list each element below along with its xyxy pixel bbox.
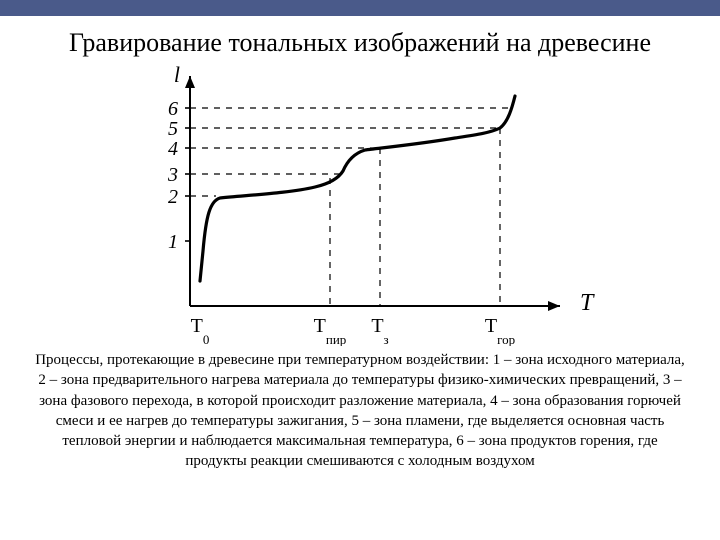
svg-text:6: 6 [168, 98, 178, 120]
svg-text:T0: T0 [191, 315, 210, 346]
caption-text: Процессы, протекающие в древесине при те… [30, 350, 690, 472]
chart-svg: l T 654 32 1 T0 Tпир Tз Tгор [120, 66, 600, 346]
svg-text:3: 3 [167, 164, 178, 186]
svg-text:l: l [174, 66, 180, 87]
svg-text:1: 1 [168, 231, 178, 253]
svg-text:4: 4 [168, 138, 178, 160]
chart-wrap: l T 654 32 1 T0 Tпир Tз Tгор [0, 66, 720, 346]
svg-text:2: 2 [168, 186, 178, 208]
slide-title: Гравирование тональных изображений на др… [20, 28, 700, 58]
svg-text:Tгор: Tгор [485, 315, 515, 346]
svg-text:Tпир: Tпир [314, 315, 347, 346]
svg-text:Tз: Tз [371, 315, 388, 346]
svg-text:5: 5 [168, 118, 178, 140]
svg-text:T: T [580, 290, 595, 316]
chart-area: l T 654 32 1 T0 Tпир Tз Tгор [120, 66, 600, 346]
top-bar [0, 0, 720, 16]
